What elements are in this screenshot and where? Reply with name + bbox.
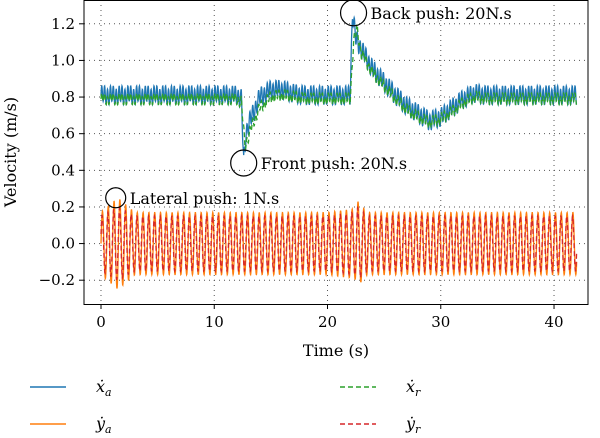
y-tick-label: 0.4 — [51, 161, 75, 179]
annotation-label: Lateral push: 1N.s — [130, 189, 279, 208]
y-tick-label: 1.2 — [51, 15, 75, 33]
annotation-circle — [339, 0, 368, 27]
x-axis-label: Time (s) — [303, 341, 369, 360]
x-tick-label: 30 — [431, 313, 450, 331]
annotation-circle — [105, 187, 127, 209]
annotation-label: Front push: 20N.s — [261, 154, 407, 173]
series-line-yr — [100, 205, 578, 281]
y-tick-label: 0.2 — [51, 198, 75, 216]
x-tick-label: 10 — [205, 313, 224, 331]
x-tick-label: 0 — [96, 313, 106, 331]
legend-label-ya: ẏa — [95, 414, 112, 436]
series-lines — [100, 15, 578, 289]
y-tick-label: 0.6 — [51, 125, 75, 143]
y-tick-label: 1.0 — [51, 51, 75, 69]
series-line-xa — [100, 15, 578, 156]
y-tick-label: 0.8 — [51, 88, 75, 106]
legend: ẋa ẋr ẏa ẏr — [30, 377, 421, 436]
series-line-xr — [100, 24, 578, 151]
y-axis-label: Velocity (m/s) — [1, 97, 20, 208]
x-tick-label: 40 — [544, 313, 563, 331]
y-tick-label: −0.2 — [39, 271, 75, 289]
annotation-circle — [230, 149, 258, 177]
legend-label-yr: ẏr — [405, 414, 421, 436]
legend-label-xa: ẋa — [96, 377, 112, 399]
legend-label-xr: ẋr — [406, 377, 421, 399]
annotation-label: Back push: 20N.s — [371, 4, 512, 23]
annotations: Back push: 20N.s Front push: 20N.s Lateral… — [105, 0, 512, 209]
plot-frame — [83, 0, 589, 305]
y-tick-label: 0.0 — [51, 235, 75, 253]
axis-ticks: 0 10 20 30 40 −0.2 0.0 0.2 0.4 0.6 0.8 1.0 1.2 — [39, 15, 564, 331]
x-tick-label: 20 — [318, 313, 337, 331]
